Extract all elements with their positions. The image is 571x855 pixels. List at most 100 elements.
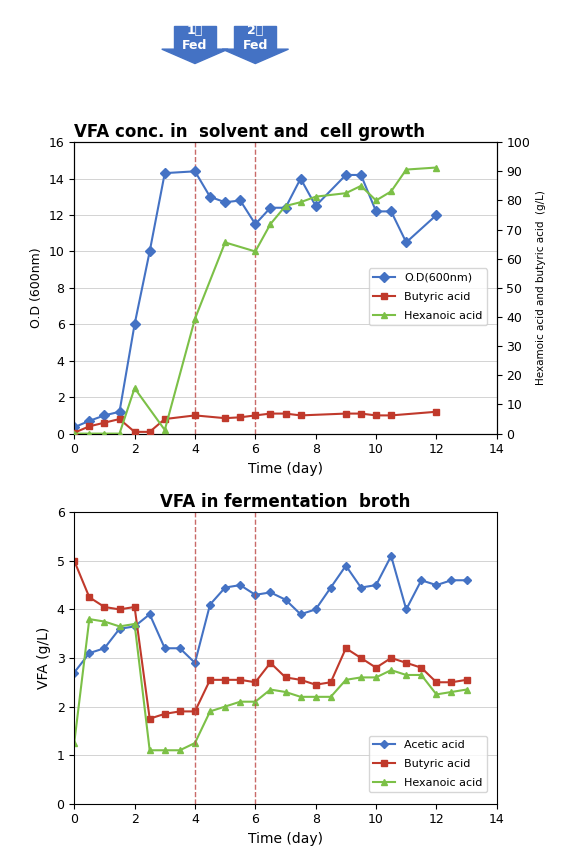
Butyric acid bbox=[373, 663, 380, 673]
O.D(600nm) bbox=[237, 195, 244, 205]
Butyric acid bbox=[297, 675, 304, 685]
Hexanoic acid bbox=[312, 692, 319, 702]
Acetic acid bbox=[357, 582, 364, 593]
Hexanoic acid bbox=[343, 188, 349, 198]
Polygon shape bbox=[174, 27, 216, 49]
O.D(600nm) bbox=[388, 206, 395, 216]
Butyric acid bbox=[131, 602, 138, 612]
Butyric acid bbox=[86, 422, 93, 432]
O.D(600nm) bbox=[343, 170, 349, 180]
Butyric acid bbox=[222, 413, 228, 423]
Acetic acid bbox=[146, 609, 153, 619]
O.D(600nm) bbox=[86, 416, 93, 426]
Hexanoic acid bbox=[162, 425, 168, 435]
Text: VFA conc. in  solvent and  cell growth: VFA conc. in solvent and cell growth bbox=[74, 122, 425, 140]
Butyric acid bbox=[433, 677, 440, 687]
Hexanoic acid bbox=[207, 706, 214, 716]
Butyric acid bbox=[327, 677, 334, 687]
Butyric acid bbox=[267, 657, 274, 668]
Hexanoic acid bbox=[357, 180, 364, 191]
O.D(600nm) bbox=[282, 203, 289, 213]
Hexanoic acid bbox=[282, 201, 289, 211]
O.D(600nm) bbox=[222, 198, 228, 208]
Line: Hexanoic acid: Hexanoic acid bbox=[71, 616, 469, 753]
Text: 2자
Fed: 2자 Fed bbox=[243, 24, 268, 52]
Hexanoic acid bbox=[403, 669, 409, 680]
Acetic acid bbox=[267, 587, 274, 598]
Title: VFA in fermentation  broth: VFA in fermentation broth bbox=[160, 492, 411, 510]
Butyric acid bbox=[282, 672, 289, 682]
Hexanoic acid bbox=[433, 689, 440, 699]
Hexanoic acid bbox=[252, 697, 259, 707]
Acetic acid bbox=[297, 609, 304, 619]
Butyric acid bbox=[343, 643, 349, 653]
O.D(600nm) bbox=[146, 246, 153, 256]
Butyric acid bbox=[312, 680, 319, 690]
Acetic acid bbox=[131, 622, 138, 632]
Acetic acid bbox=[388, 551, 395, 561]
Legend: O.D(600nm), Butyric acid, Hexanoic acid: O.D(600nm), Butyric acid, Hexanoic acid bbox=[369, 268, 487, 325]
Text: 1자
Fed: 1자 Fed bbox=[182, 24, 208, 52]
Acetic acid bbox=[433, 580, 440, 590]
Butyric acid bbox=[357, 409, 364, 419]
Hexanoic acid bbox=[222, 238, 228, 248]
X-axis label: Time (day): Time (day) bbox=[248, 832, 323, 846]
Hexanoic acid bbox=[86, 614, 93, 624]
Butyric acid bbox=[237, 675, 244, 685]
Acetic acid bbox=[282, 594, 289, 604]
Hexanoic acid bbox=[176, 746, 183, 756]
O.D(600nm) bbox=[116, 407, 123, 417]
Butyric acid bbox=[146, 427, 153, 437]
Acetic acid bbox=[176, 643, 183, 653]
Acetic acid bbox=[222, 582, 228, 593]
Acetic acid bbox=[237, 580, 244, 590]
O.D(600nm) bbox=[312, 201, 319, 211]
Butyric acid bbox=[373, 410, 380, 421]
Acetic acid bbox=[463, 575, 470, 586]
Butyric acid bbox=[222, 675, 228, 685]
Butyric acid bbox=[116, 414, 123, 424]
Line: Butyric acid: Butyric acid bbox=[71, 558, 469, 722]
Butyric acid bbox=[101, 417, 108, 428]
Polygon shape bbox=[162, 49, 228, 63]
Hexanoic acid bbox=[116, 622, 123, 632]
Hexanoic acid bbox=[252, 246, 259, 256]
Hexanoic acid bbox=[131, 383, 138, 393]
Y-axis label: VFA (g/L): VFA (g/L) bbox=[37, 627, 51, 689]
Butyric acid bbox=[252, 677, 259, 687]
Line: Acetic acid: Acetic acid bbox=[71, 553, 469, 675]
Polygon shape bbox=[222, 49, 288, 63]
O.D(600nm) bbox=[357, 170, 364, 180]
Acetic acid bbox=[448, 575, 455, 586]
Hexanoic acid bbox=[191, 314, 198, 324]
Acetic acid bbox=[343, 561, 349, 571]
Butyric acid bbox=[71, 556, 78, 566]
Butyric acid bbox=[343, 409, 349, 419]
Butyric acid bbox=[86, 593, 93, 603]
Butyric acid bbox=[71, 428, 78, 438]
Butyric acid bbox=[191, 410, 198, 421]
Acetic acid bbox=[71, 668, 78, 678]
O.D(600nm) bbox=[433, 210, 440, 221]
Hexanoic acid bbox=[71, 428, 78, 439]
Hexanoic acid bbox=[71, 738, 78, 748]
Hexanoic acid bbox=[101, 616, 108, 627]
Butyric acid bbox=[207, 675, 214, 685]
Butyric acid bbox=[297, 410, 304, 421]
Hexanoic acid bbox=[131, 619, 138, 629]
Butyric acid bbox=[116, 604, 123, 615]
Hexanoic acid bbox=[373, 672, 380, 682]
Legend: Acetic acid, Butyric acid, Hexanoic acid: Acetic acid, Butyric acid, Hexanoic acid bbox=[369, 735, 487, 793]
O.D(600nm) bbox=[267, 203, 274, 213]
O.D(600nm) bbox=[162, 168, 168, 178]
Hexanoic acid bbox=[357, 672, 364, 682]
Hexanoic acid bbox=[222, 701, 228, 711]
Hexanoic acid bbox=[312, 192, 319, 202]
Acetic acid bbox=[101, 643, 108, 653]
Acetic acid bbox=[312, 604, 319, 615]
Acetic acid bbox=[373, 580, 380, 590]
Butyric acid bbox=[252, 410, 259, 421]
Line: Hexanoic acid: Hexanoic acid bbox=[71, 164, 440, 437]
Hexanoic acid bbox=[267, 684, 274, 694]
Acetic acid bbox=[162, 643, 168, 653]
